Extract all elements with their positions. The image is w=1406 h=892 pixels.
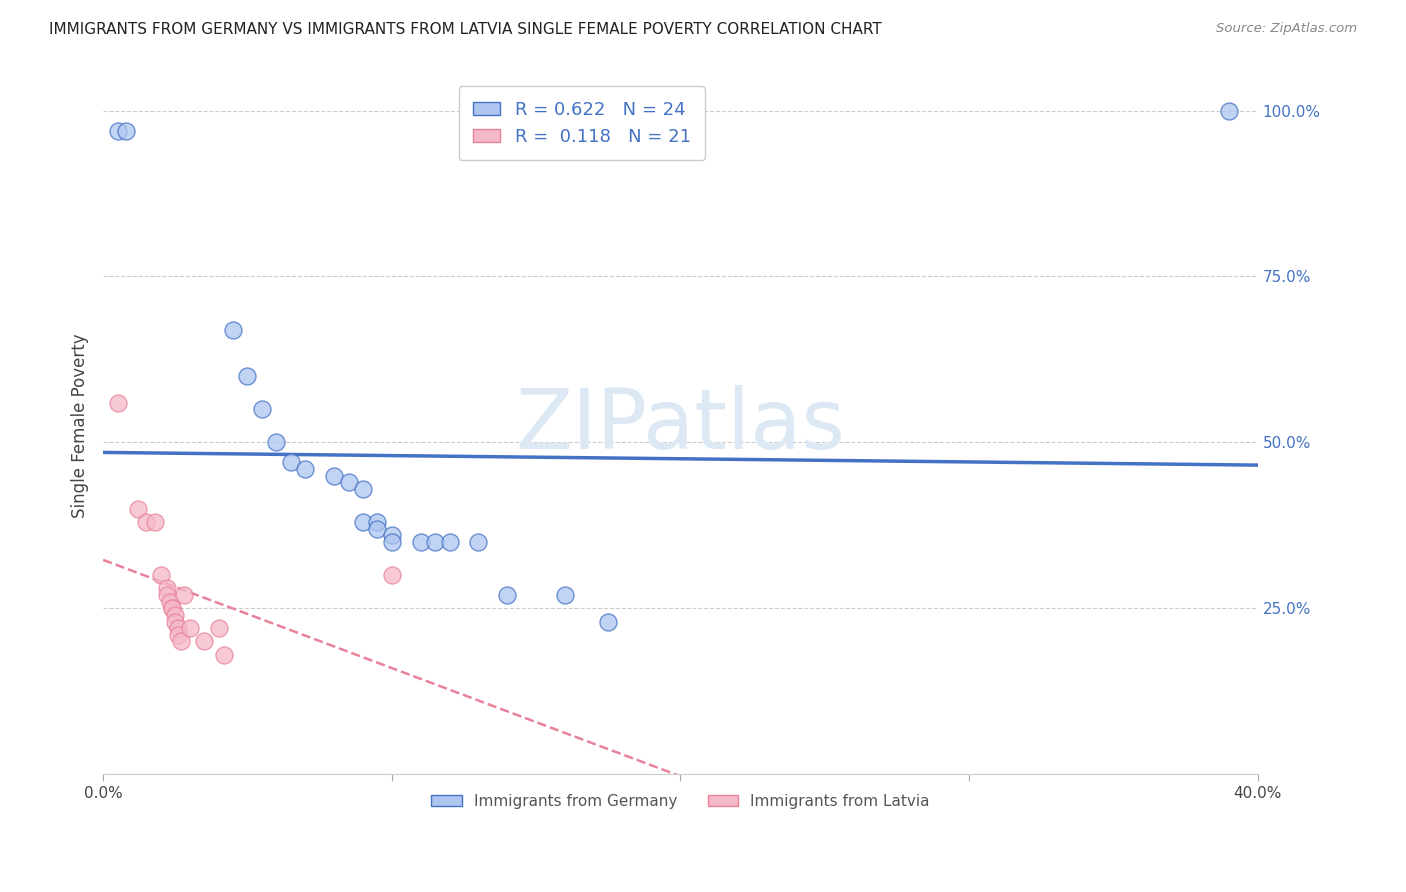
Point	[366, 515, 388, 529]
Point	[294, 462, 316, 476]
Point	[381, 528, 404, 542]
Point	[107, 395, 129, 409]
Point	[381, 568, 404, 582]
Point	[352, 515, 374, 529]
Point	[467, 535, 489, 549]
Point	[1218, 103, 1240, 118]
Point	[250, 402, 273, 417]
Point	[266, 435, 288, 450]
Point	[162, 601, 184, 615]
Point	[135, 515, 157, 529]
Point	[149, 568, 172, 582]
Point	[207, 621, 229, 635]
Point	[554, 588, 576, 602]
Point	[107, 123, 129, 137]
Point	[167, 621, 190, 635]
Point	[439, 535, 461, 549]
Point	[159, 594, 181, 608]
Point	[179, 621, 201, 635]
Point	[409, 535, 432, 549]
Point	[222, 322, 245, 336]
Point	[323, 468, 346, 483]
Point	[381, 535, 404, 549]
Point	[162, 601, 184, 615]
Point	[156, 582, 179, 596]
Point	[366, 522, 388, 536]
Point	[165, 607, 187, 622]
Point	[352, 482, 374, 496]
Point	[496, 588, 519, 602]
Point	[173, 588, 195, 602]
Point	[167, 628, 190, 642]
Point	[423, 535, 446, 549]
Point	[165, 615, 187, 629]
Legend: Immigrants from Germany, Immigrants from Latvia: Immigrants from Germany, Immigrants from…	[425, 788, 936, 815]
Point	[193, 634, 215, 648]
Point	[115, 123, 138, 137]
Text: Source: ZipAtlas.com: Source: ZipAtlas.com	[1216, 22, 1357, 36]
Point	[598, 615, 620, 629]
Text: IMMIGRANTS FROM GERMANY VS IMMIGRANTS FROM LATVIA SINGLE FEMALE POVERTY CORRELAT: IMMIGRANTS FROM GERMANY VS IMMIGRANTS FR…	[49, 22, 882, 37]
Point	[143, 515, 166, 529]
Point	[127, 501, 149, 516]
Point	[156, 588, 179, 602]
Point	[280, 455, 302, 469]
Text: ZIPatlas: ZIPatlas	[516, 385, 845, 467]
Point	[214, 648, 236, 662]
Point	[170, 634, 193, 648]
Point	[337, 475, 360, 490]
Y-axis label: Single Female Poverty: Single Female Poverty	[72, 334, 89, 518]
Point	[236, 369, 259, 384]
